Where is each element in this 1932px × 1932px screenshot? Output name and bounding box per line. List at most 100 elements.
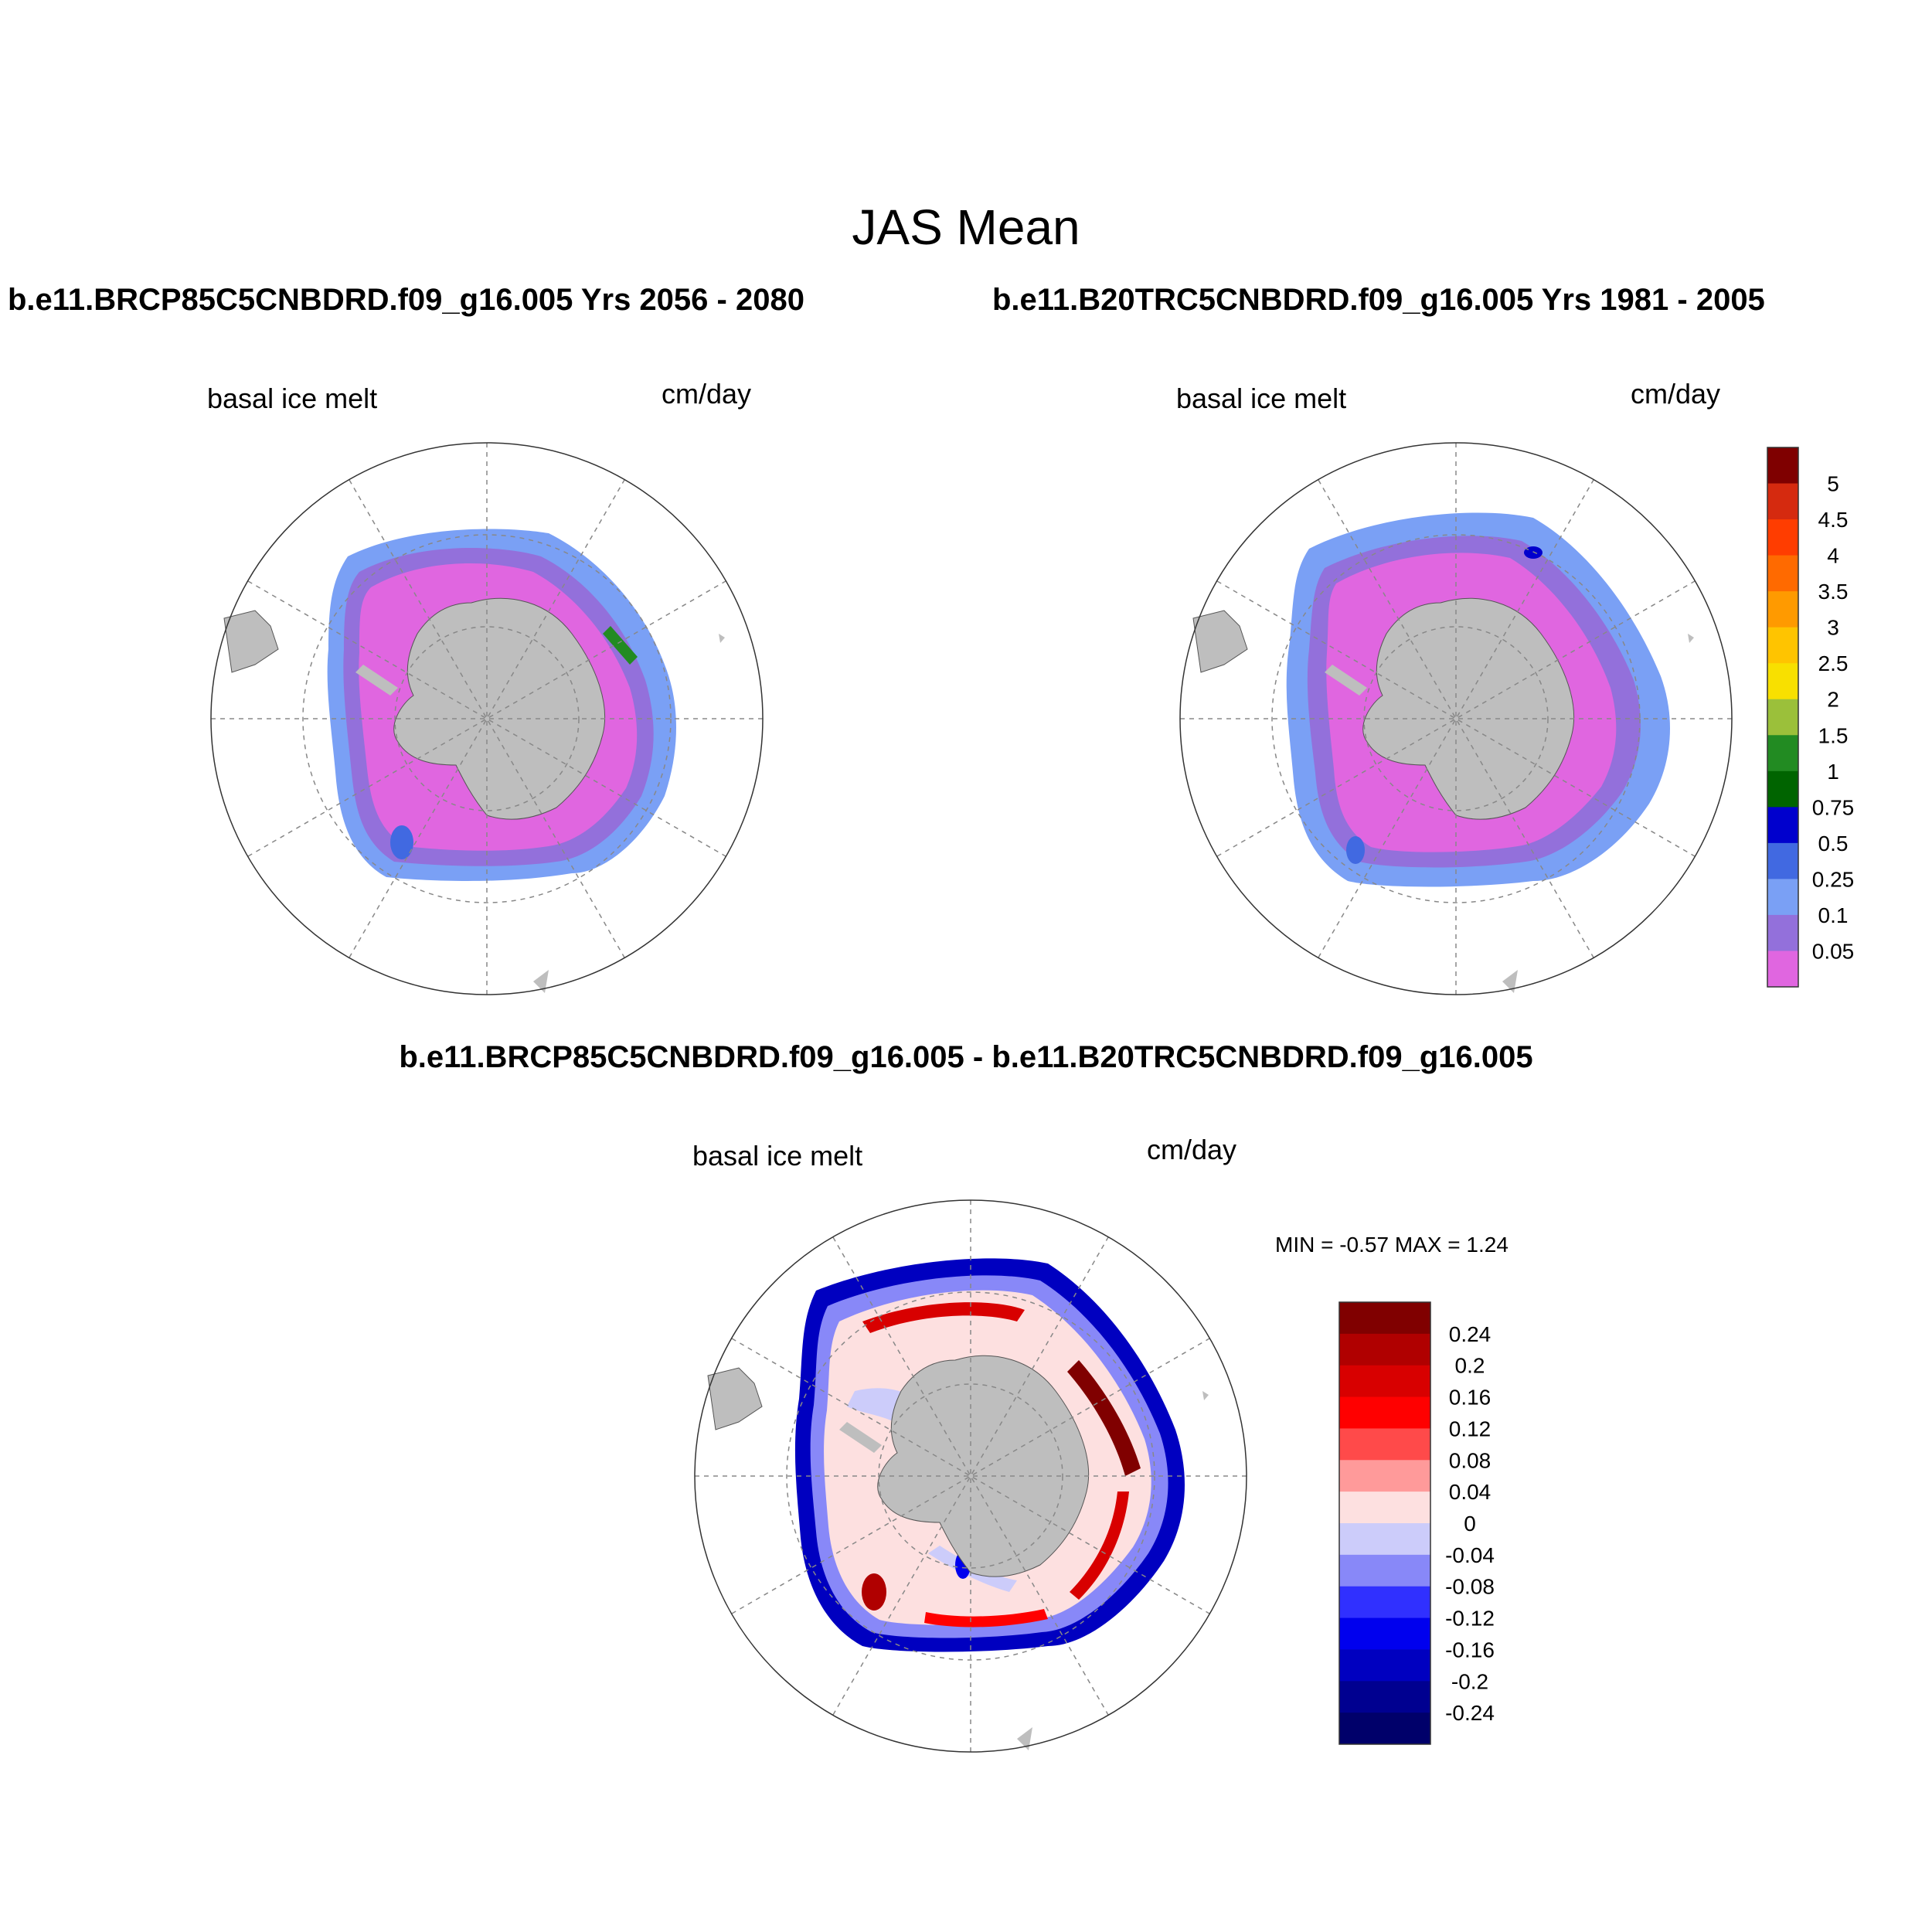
- island: [719, 634, 725, 643]
- south-america: [707, 1367, 763, 1430]
- diff-warm-band: [924, 1609, 1048, 1628]
- colorbar-difference-label: -0.2: [1451, 1669, 1488, 1693]
- colorbar-mean-swatch: [1767, 879, 1798, 916]
- new-zealand: [533, 970, 549, 993]
- colorbar-difference-swatch: [1339, 1523, 1430, 1556]
- graticule: [695, 1200, 1247, 1752]
- south-america: [223, 610, 279, 673]
- melt-hotspot: [603, 626, 638, 665]
- colorbar-mean-label: 1.5: [1818, 723, 1849, 747]
- colorbar-mean-label: 0.5: [1818, 832, 1849, 855]
- colorbar-mean-swatch: [1767, 447, 1798, 485]
- colorbar-mean-label: 0.75: [1812, 795, 1855, 819]
- colorbar-difference-swatch: [1339, 1492, 1430, 1524]
- colorbar-difference-swatch: [1339, 1428, 1430, 1461]
- colorbar-difference-label: -0.04: [1445, 1543, 1495, 1567]
- new-zealand: [1017, 1727, 1032, 1750]
- island: [1202, 1391, 1209, 1400]
- colorbar-mean-label: 0.1: [1818, 903, 1849, 927]
- colorbar-mean-swatch: [1767, 699, 1798, 736]
- colorbar-mean-label: 2: [1827, 688, 1839, 712]
- colorbar-difference-label: -0.24: [1445, 1701, 1495, 1725]
- colorbar-difference-swatch: [1339, 1649, 1430, 1682]
- colorbar-mean-label: 3.5: [1818, 580, 1849, 604]
- colorbar-mean-swatch: [1767, 770, 1798, 808]
- polar-map-difference: [694, 1199, 1247, 1753]
- colorbar-mean-label: 5: [1827, 472, 1839, 496]
- colorbar-difference-label: -0.16: [1445, 1638, 1495, 1662]
- map-border: [694, 1199, 1247, 1753]
- colorbar-difference-swatch: [1339, 1302, 1430, 1335]
- diff-warm-spot: [862, 1573, 886, 1611]
- field-label-difference: basal ice melt: [692, 1140, 863, 1172]
- colorbar-mean-swatch: [1767, 555, 1798, 592]
- colorbar-mean-swatch: [1767, 842, 1798, 879]
- polar-map-rcp85: [210, 442, 764, 995]
- colorbar-difference-label: 0.04: [1449, 1480, 1492, 1504]
- field-label-rcp85: basal ice melt: [207, 383, 378, 414]
- colorbar-mean-label: 0.25: [1812, 867, 1855, 891]
- antarctic-peninsula: [355, 665, 398, 696]
- colorbar-difference-label: 0.12: [1449, 1417, 1492, 1440]
- colorbar-mean-swatch: [1767, 807, 1798, 844]
- new-zealand: [1502, 970, 1518, 993]
- colorbar-mean-outline: [1767, 447, 1799, 988]
- graticule: [211, 443, 763, 995]
- units-label-difference: cm/day: [1147, 1134, 1237, 1165]
- colorbar-difference-label: 0.16: [1449, 1386, 1492, 1410]
- colorbar-mean: 5 4.5 4 3.5 3 2.5 2 1.5 1 0.75 0.5 0.25 0.1 0.05: [1767, 447, 1855, 988]
- diff-warm-band: [862, 1302, 1025, 1333]
- colorbar-mean-swatch: [1767, 591, 1798, 628]
- colorbar-difference-swatch: [1339, 1365, 1430, 1398]
- antarctica: [1362, 597, 1575, 820]
- map-border: [1179, 442, 1733, 995]
- colorbar-difference-label: 0.24: [1449, 1322, 1492, 1346]
- land: [223, 597, 725, 993]
- colorbar-mean-label: 4: [1827, 544, 1839, 568]
- south-america: [1192, 610, 1248, 673]
- colorbar-difference-label: -0.12: [1445, 1607, 1495, 1631]
- colorbar-difference-swatch: [1339, 1333, 1430, 1366]
- colorbar-difference-label: 0.2: [1455, 1354, 1485, 1378]
- colorbar-mean-swatch: [1767, 951, 1798, 988]
- colorbar-difference: 0.24 0.2 0.16 0.12 0.08 0.04 0 -0.04 -0.08 -0.12 -…: [1338, 1301, 1495, 1745]
- colorbar-mean-label: 1: [1827, 760, 1839, 784]
- colorbar-difference-swatch: [1339, 1554, 1430, 1587]
- colorbar-difference-swatch: [1339, 1586, 1430, 1619]
- colorbar-mean-swatch: [1767, 914, 1798, 951]
- antarctica: [393, 597, 606, 820]
- diff-warm-band: [1070, 1492, 1129, 1600]
- colorbar-mean-swatch: [1767, 627, 1798, 664]
- colorbar-difference-swatch: [1339, 1681, 1430, 1713]
- panel-header-rcp85: b.e11.BRCP85C5CNBDRD.f09_g16.005 Yrs 205…: [8, 283, 804, 317]
- colorbar-mean-swatch: [1767, 663, 1798, 700]
- min-max-label: MIN = -0.57 MAX = 1.24: [1275, 1233, 1509, 1257]
- colorbar-mean-label: 0.05: [1812, 939, 1855, 963]
- colorbar-difference-outline: [1338, 1301, 1431, 1745]
- antarctic-peninsula: [839, 1422, 882, 1453]
- colorbar-difference-swatch: [1339, 1460, 1430, 1492]
- melt-anomaly: [1346, 836, 1365, 864]
- colorbar-mean-label: 4.5: [1818, 508, 1849, 532]
- colorbar-difference-label: 0.08: [1449, 1448, 1492, 1472]
- melt-anomaly: [1524, 546, 1543, 559]
- melt-anomaly: [390, 825, 413, 859]
- colorbar-difference-swatch: [1339, 1396, 1430, 1429]
- map-border: [210, 442, 764, 995]
- main-title: JAS Mean: [852, 199, 1080, 255]
- difference-header: b.e11.BRCP85C5CNBDRD.f09_g16.005 - b.e11…: [399, 1040, 1533, 1074]
- units-label-rcp85: cm/day: [662, 378, 752, 410]
- island: [1688, 634, 1694, 643]
- colorbar-mean-label: 3: [1827, 616, 1839, 640]
- land: [707, 1355, 1209, 1750]
- polar-map-b20tr: [1179, 442, 1733, 995]
- units-label-b20tr: cm/day: [1631, 378, 1721, 410]
- panel-header-b20tr: b.e11.B20TRC5CNBDRD.f09_g16.005 Yrs 1981…: [992, 283, 1765, 317]
- colorbar-mean-swatch: [1767, 519, 1798, 556]
- colorbar-difference-swatch: [1339, 1617, 1430, 1650]
- diff-warm-band: [1067, 1360, 1141, 1476]
- field-label-b20tr: basal ice melt: [1176, 383, 1347, 414]
- colorbar-mean-swatch: [1767, 483, 1798, 520]
- colorbar-mean-label: 2.5: [1818, 651, 1849, 675]
- graticule: [1180, 443, 1732, 995]
